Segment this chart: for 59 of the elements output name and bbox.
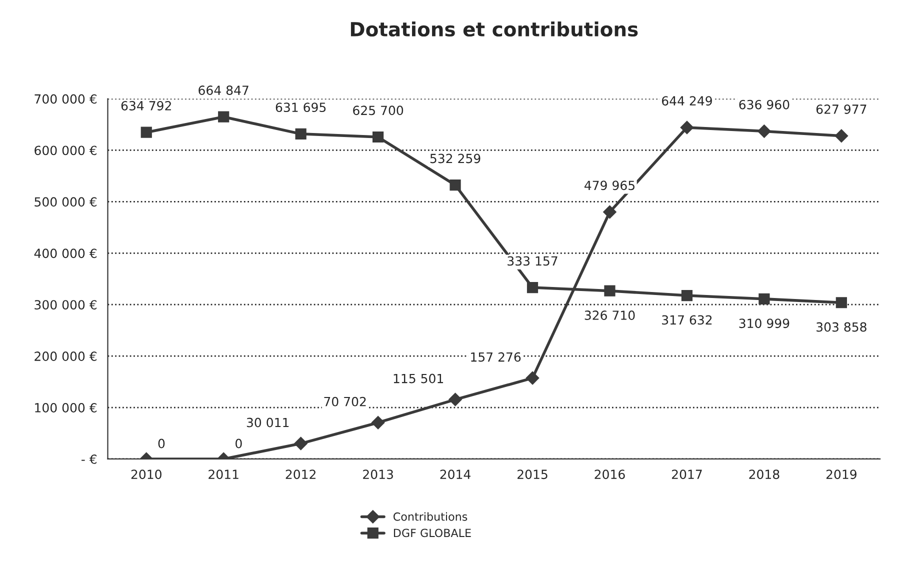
- point: [836, 297, 847, 308]
- data-label: 303 858: [816, 322, 866, 332]
- point: [681, 290, 693, 302]
- data-label: 157 276: [471, 352, 521, 362]
- x-tick-label: 2011: [208, 470, 238, 480]
- x-tick-label: 2018: [749, 470, 780, 480]
- data-label: 70 702: [324, 396, 366, 406]
- point: [758, 293, 770, 305]
- y-tick-label: - €: [82, 454, 97, 464]
- data-label: 326 710: [584, 310, 635, 320]
- x-tick-label: 2016: [594, 470, 625, 480]
- data-label: 636 960: [739, 100, 790, 110]
- y-tick-label: 400 000 €: [34, 248, 97, 258]
- point: [758, 124, 771, 138]
- legend-label: Contributions: [394, 512, 468, 521]
- data-label: 333 157: [508, 256, 558, 266]
- point: [371, 416, 385, 430]
- y-tick-label: 300 000 €: [34, 300, 97, 310]
- data-label: 115 501: [394, 374, 444, 384]
- point: [526, 371, 540, 385]
- data-label: 0: [236, 438, 242, 448]
- data-label: 0: [158, 438, 165, 448]
- data-label: 627 977: [816, 104, 866, 114]
- data-label: 479 965: [584, 180, 634, 190]
- point: [140, 126, 152, 138]
- point: [372, 131, 384, 143]
- y-tick-label: 600 000 €: [34, 146, 97, 156]
- data-label: 532 259: [430, 154, 480, 164]
- data-label: 317 632: [662, 315, 712, 325]
- data-label: 625 700: [353, 106, 404, 116]
- x-tick-label: 2014: [440, 470, 470, 480]
- data-label: 634 792: [121, 101, 171, 110]
- point: [604, 285, 616, 296]
- data-label: 644 249: [662, 96, 712, 106]
- data-label: 631 695: [276, 102, 326, 112]
- data-label: 310 999: [739, 318, 790, 328]
- point: [294, 436, 308, 450]
- y-tick-label: 200 000 €: [34, 352, 97, 361]
- point: [834, 129, 848, 142]
- point: [680, 120, 694, 134]
- point: [603, 205, 616, 219]
- point: [295, 128, 306, 140]
- legend-label: DGF GLOBALE: [394, 528, 471, 538]
- point: [218, 111, 230, 122]
- point: [450, 180, 461, 191]
- y-tick-label: 500 000 €: [34, 197, 97, 207]
- y-tick-label: 100 000 €: [35, 403, 97, 412]
- y-tick-label: 700 000 €: [34, 94, 97, 104]
- point: [526, 282, 538, 294]
- x-tick-label: 2013: [363, 470, 393, 480]
- x-tick-label: 2010: [131, 470, 162, 480]
- chart-title: Dotations et contributions: [350, 21, 638, 37]
- x-tick-label: 2015: [518, 470, 548, 480]
- data-label: 664 847: [198, 86, 248, 95]
- data-label: 30 011: [246, 418, 289, 428]
- x-tick-label: 2017: [672, 470, 702, 480]
- x-tick-label: 2019: [826, 470, 856, 480]
- x-tick-label: 2012: [286, 470, 316, 480]
- point: [448, 392, 462, 406]
